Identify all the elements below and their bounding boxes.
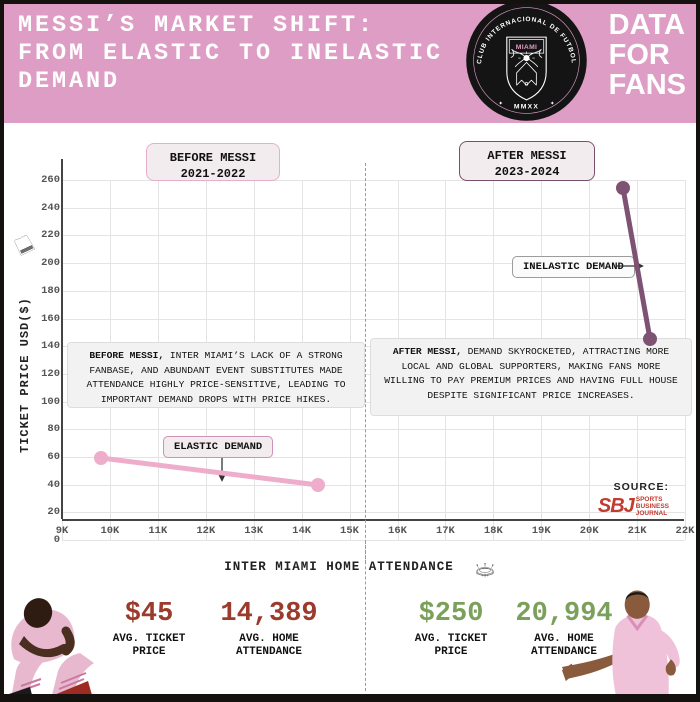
svg-text:MIAMI: MIAMI: [516, 44, 537, 51]
svg-text:✦: ✦: [498, 100, 503, 107]
svg-text:✦: ✦: [550, 100, 555, 107]
svg-text:MMXX: MMXX: [514, 103, 539, 110]
